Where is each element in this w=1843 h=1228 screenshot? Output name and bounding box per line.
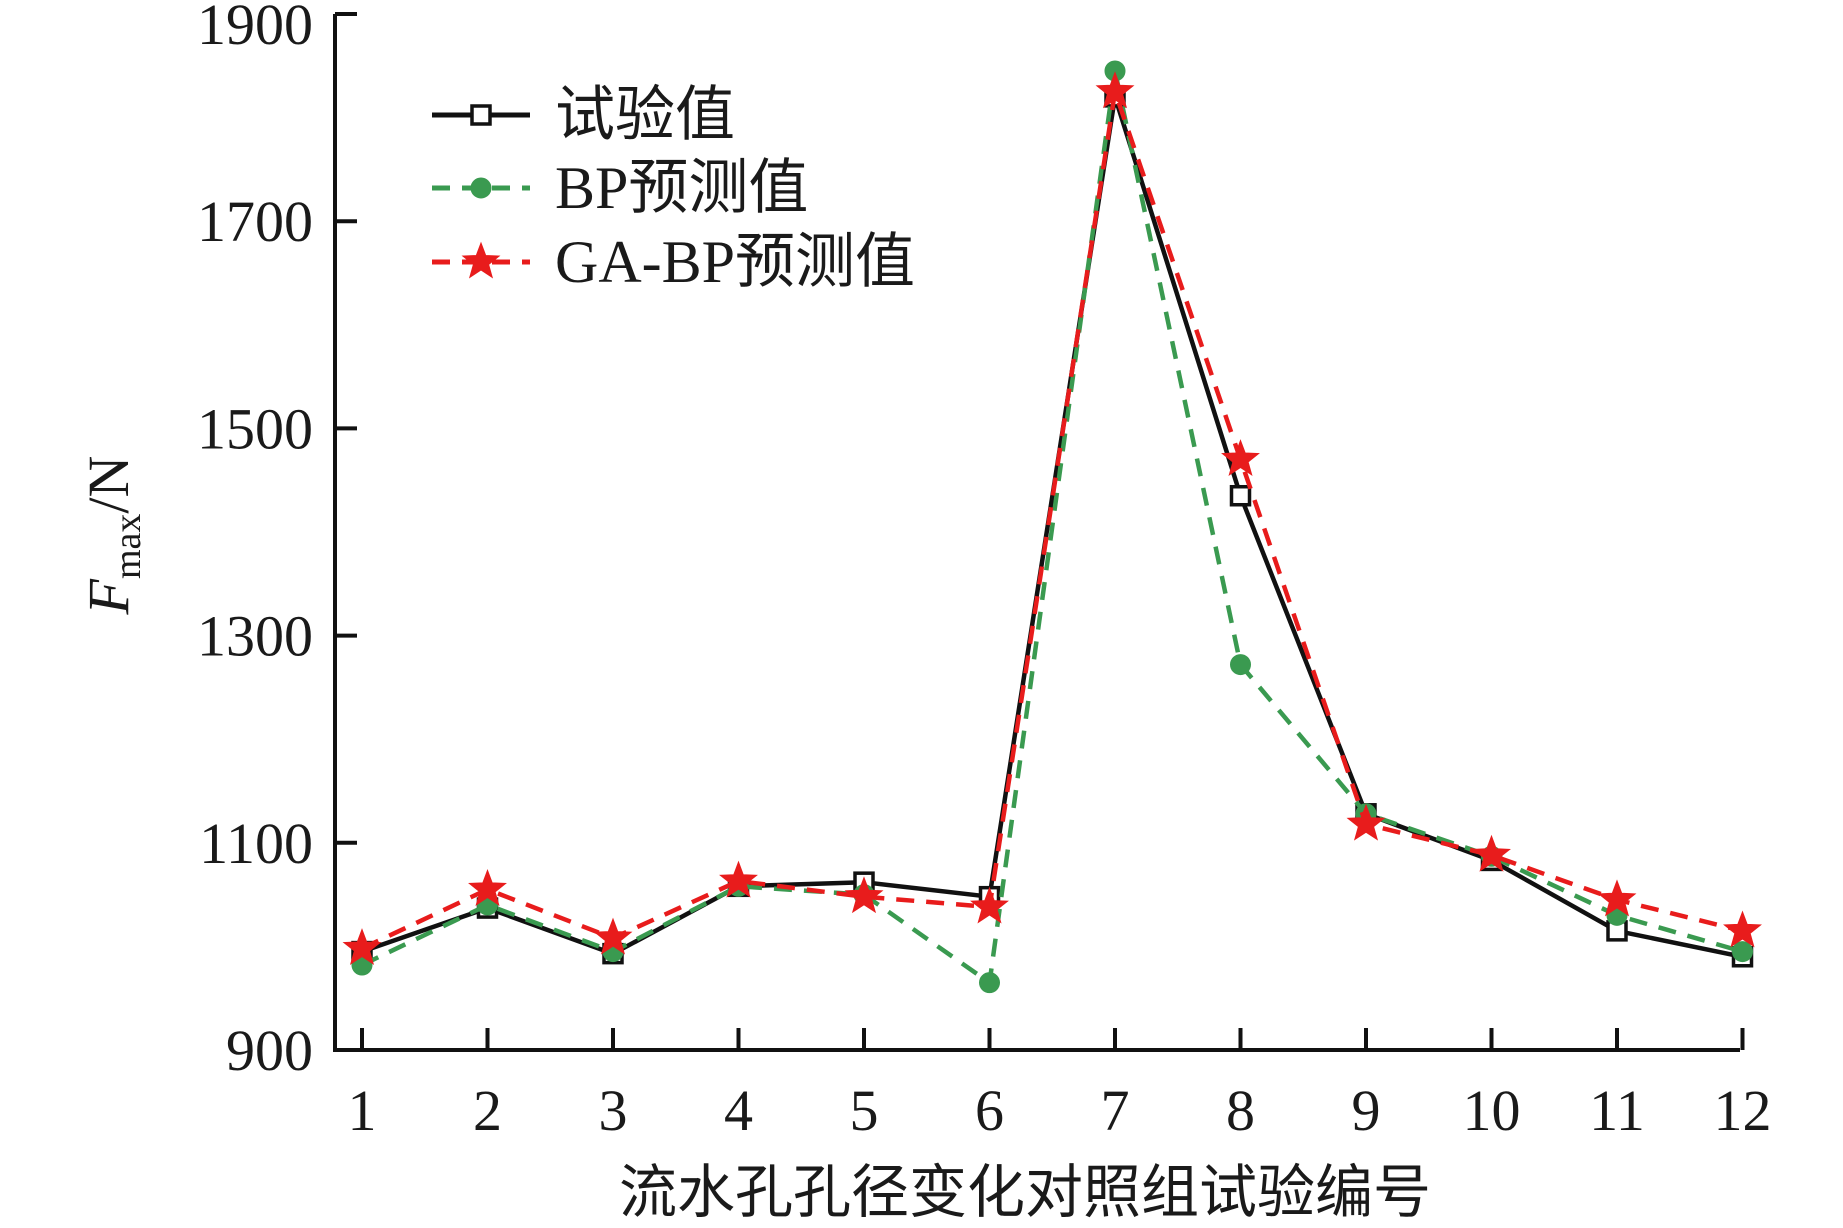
- y-axis-title-unit: /N: [76, 456, 141, 514]
- data-point: [468, 868, 507, 906]
- x-tick-label: 12: [1714, 1078, 1772, 1143]
- y-axis-title: Fmax/N: [76, 456, 149, 616]
- data-point: [1230, 654, 1251, 676]
- y-tick-label: 1900: [197, 0, 313, 57]
- legend-label: 试验值: [555, 82, 735, 148]
- legend-item: GA-BP预测值: [432, 229, 915, 295]
- y-axis-title-sub: max: [107, 514, 149, 579]
- x-tick-label: 4: [724, 1078, 753, 1143]
- svg-text:Fmax/N: Fmax/N: [76, 456, 149, 616]
- series-3: [342, 71, 1762, 965]
- legend-item: 试验值: [432, 82, 735, 148]
- series-line: [361, 89, 1744, 951]
- legend-label: BP预测值: [555, 155, 808, 221]
- y-tick-label: 1700: [197, 189, 313, 254]
- series-line: [361, 68, 1744, 985]
- x-tick-label: 6: [975, 1078, 1004, 1143]
- series-lines: [342, 60, 1762, 994]
- data-point: [1346, 803, 1386, 841]
- data-point: [1597, 879, 1637, 917]
- x-tick-label: 11: [1589, 1078, 1645, 1143]
- x-tick-label: 5: [850, 1078, 879, 1143]
- y-tick-label: 1100: [199, 811, 313, 876]
- data-point: [1229, 484, 1252, 507]
- legend-marker: [470, 177, 492, 199]
- x-tick-label: 1: [348, 1078, 377, 1143]
- x-tick-label: 3: [599, 1078, 628, 1143]
- data-point: [970, 886, 1009, 924]
- x-tick-label: 10: [1463, 1078, 1521, 1143]
- data-point: [1095, 71, 1135, 109]
- x-ticks: 1 2 3 4 5 6 7 8 9 10 11 12: [348, 1028, 1772, 1143]
- data-point: [1732, 941, 1753, 963]
- y-tick-label: 900: [226, 1018, 313, 1083]
- y-tick-label: 1500: [197, 396, 313, 461]
- x-tick-label: 2: [473, 1078, 502, 1143]
- x-tick-label: 7: [1101, 1078, 1130, 1143]
- legend: 试验值 BP预测值 GA-BP预测值: [432, 82, 915, 295]
- data-point: [844, 876, 884, 914]
- x-axis-title: 流水孔孔径变化对照组试验编号: [619, 1160, 1431, 1225]
- data-point: [1472, 834, 1511, 872]
- data-point: [719, 860, 758, 898]
- legend-marker: [470, 104, 492, 126]
- legend-label: GA-BP预测值: [555, 229, 915, 295]
- y-tick-label: 1300: [197, 604, 313, 669]
- axes: [333, 14, 1740, 1052]
- legend-marker: [461, 241, 501, 279]
- data-point: [979, 972, 1000, 994]
- y-axis-title-main: F: [76, 578, 141, 615]
- x-tick-label: 8: [1226, 1078, 1255, 1143]
- data-point: [593, 917, 633, 955]
- legend-item: BP预测值: [432, 155, 808, 221]
- data-point: [342, 928, 382, 965]
- data-point: [1723, 910, 1762, 948]
- x-tick-label: 9: [1352, 1078, 1381, 1143]
- y-ticks: 900 1100 1300 1500 1700 1900: [197, 0, 357, 1083]
- data-point: [1221, 439, 1260, 477]
